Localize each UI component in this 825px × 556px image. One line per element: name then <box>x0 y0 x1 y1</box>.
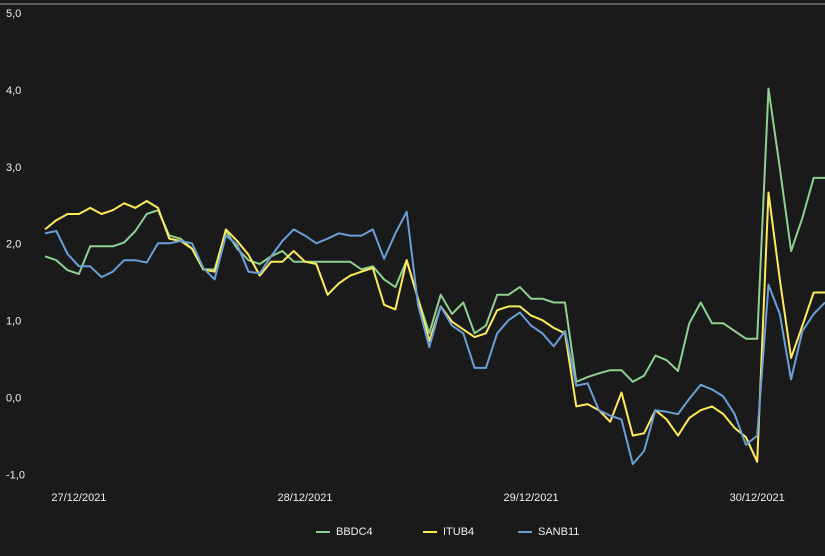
y-tick-label: 3,0 <box>6 162 21 174</box>
legend-label: ITUB4 <box>443 526 474 538</box>
y-tick-label: 2,0 <box>6 239 21 251</box>
y-tick-label: 1,0 <box>6 316 21 328</box>
y-tick-label: 0,0 <box>6 393 21 405</box>
y-tick-label: -1,0 <box>6 470 25 482</box>
x-tick-label: 29/12/2021 <box>504 492 559 504</box>
y-tick-label: 5,0 <box>6 8 21 20</box>
legend-label: BBDC4 <box>336 526 373 538</box>
series-line <box>44 210 825 466</box>
x-tick-label: 27/12/2021 <box>51 492 106 504</box>
x-tick-label: 28/12/2021 <box>277 492 332 504</box>
y-tick-label: 4,0 <box>6 85 21 97</box>
x-tick-label: 30/12/2021 <box>730 492 785 504</box>
series-line <box>44 87 825 383</box>
legend-label: SANB11 <box>538 526 579 538</box>
